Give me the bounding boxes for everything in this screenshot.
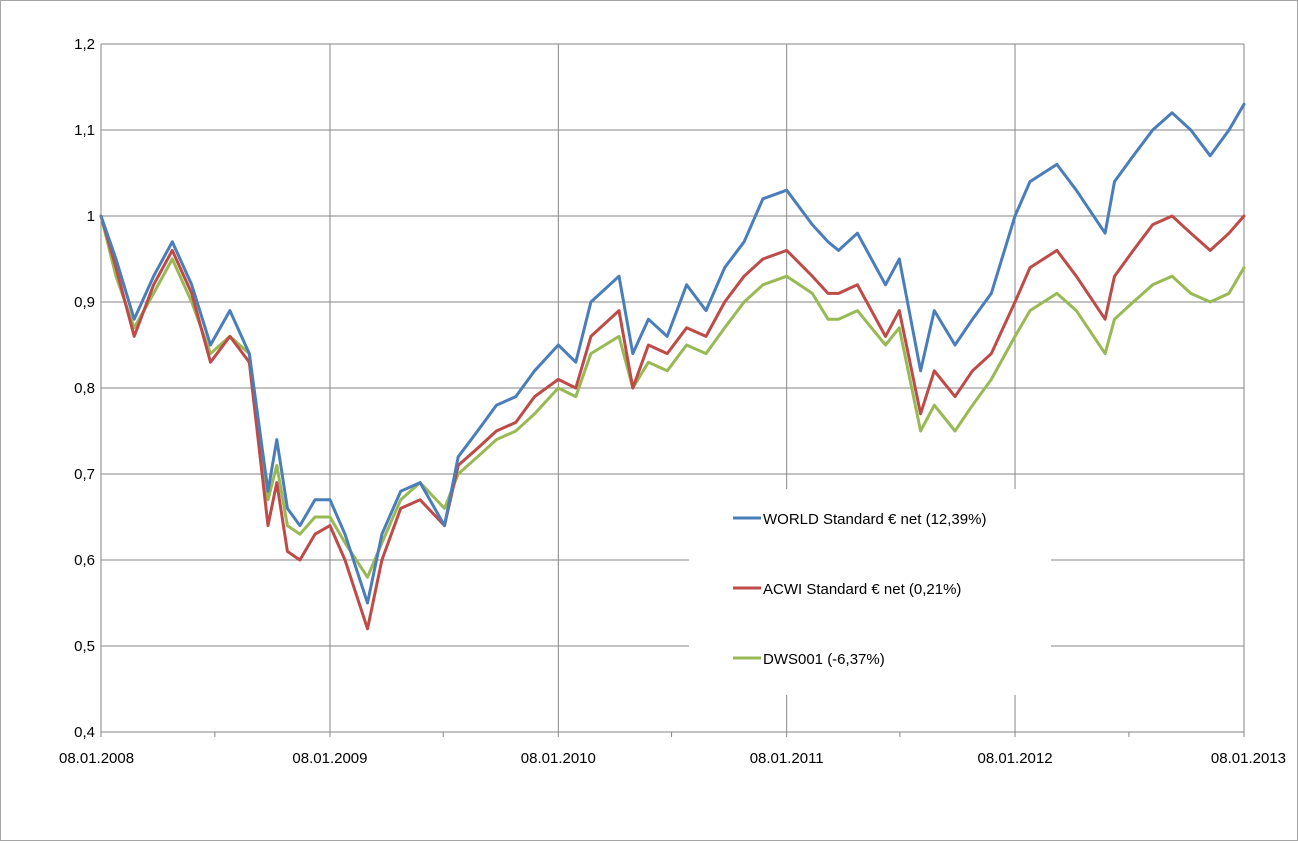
legend-label-world: WORLD Standard € net (12,39%) [763, 511, 986, 528]
y-tick-label: 1,1 [74, 122, 95, 139]
y-tick-label: 0,8 [74, 380, 95, 397]
series-line-0 [99, 102, 1246, 605]
legend-background [689, 489, 1051, 695]
y-axis-tick-labels: 1,2 1,1 1 0,9 0,8 0,7 0,6 0,5 0,4 [74, 36, 95, 741]
legend-item-acwi: ACWI Standard € net (0,21%) [733, 581, 961, 598]
series-line-1 [99, 214, 1246, 631]
x-tick-label: 08.01.2013 [1211, 750, 1286, 767]
gridlines [100, 43, 1245, 737]
y-tick-label: 0,4 [74, 724, 95, 741]
y-tick-label: 1 [87, 208, 95, 225]
x-tick-label: 08.01.2008 [59, 750, 134, 767]
legend: WORLD Standard € net (12,39%) ACWI Stand… [689, 489, 1051, 695]
legend-label-dws001: DWS001 (-6,37%) [763, 651, 885, 668]
y-tick-label: 0,6 [74, 552, 95, 569]
series-lines [99, 102, 1246, 631]
axes [100, 44, 1244, 733]
legend-label-acwi: ACWI Standard € net (0,21%) [763, 581, 961, 598]
legend-item-world: WORLD Standard € net (12,39%) [733, 511, 986, 528]
x-axis-tick-labels: 08.01.2008 08.01.2009 08.01.2010 08.01.2011… [59, 750, 1286, 767]
x-tick-label: 08.01.2012 [977, 750, 1052, 767]
x-axis-minor-ticks [214, 732, 1130, 737]
legend-item-dws001: DWS001 (-6,37%) [733, 651, 885, 668]
x-tick-label: 08.01.2011 [750, 750, 824, 767]
x-tick-label: 08.01.2010 [521, 750, 596, 767]
y-tick-label: 0,7 [74, 466, 95, 483]
y-tick-label: 0,5 [74, 638, 95, 655]
y-tick-label: 0,9 [74, 294, 95, 311]
x-tick-label: 08.01.2009 [292, 750, 367, 767]
y-tick-label: 1,2 [74, 36, 95, 53]
series-line-2 [99, 214, 1246, 579]
